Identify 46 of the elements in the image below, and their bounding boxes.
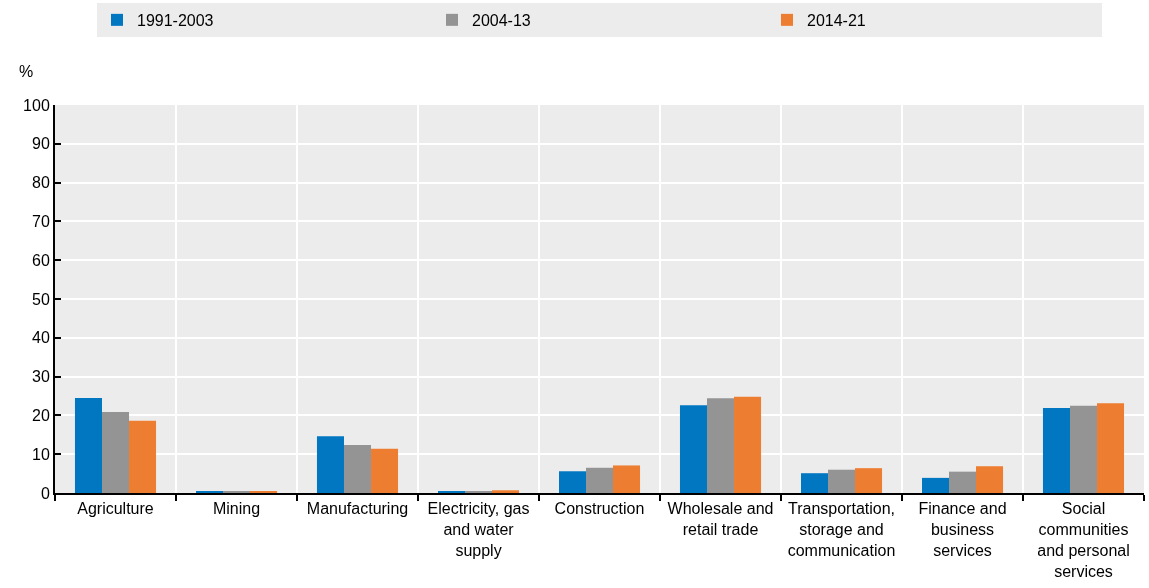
legend-label: 1991-2003: [137, 12, 214, 30]
legend-label: 2004-13: [472, 12, 531, 30]
bar: [371, 448, 399, 493]
x-tick-label: Agriculture: [77, 500, 154, 518]
bar: [613, 465, 641, 493]
bar: [585, 467, 614, 493]
bar: [101, 411, 130, 493]
x-tick-label: Finance and business services: [918, 500, 1007, 559]
y-tick-label: 40: [32, 329, 50, 347]
y-tick-label: 30: [32, 368, 50, 386]
x-tick-label: Electricity, gas and water supply: [427, 500, 530, 559]
y-tick-label: 10: [32, 445, 50, 463]
bar: [1069, 405, 1098, 493]
y-tick-label: 0: [40, 484, 50, 502]
bar: [1042, 408, 1070, 493]
bar: [129, 420, 157, 493]
bar: [1097, 403, 1125, 493]
x-tick-label: Mining: [212, 500, 261, 518]
bar: [679, 405, 707, 493]
bar: [558, 471, 586, 493]
bar: [855, 468, 883, 493]
y-tick-label: 100: [23, 96, 50, 114]
bar: [976, 466, 1004, 493]
y-tick-label: 60: [32, 251, 50, 269]
bar: [492, 490, 520, 493]
bar: [827, 469, 856, 493]
legend-label: 2014-21: [807, 12, 866, 30]
bar: [74, 397, 102, 493]
x-tick-label: Wholesale and retail trade: [667, 500, 774, 538]
bar: [706, 398, 735, 493]
bar: [921, 477, 949, 493]
y-tick-label: 50: [32, 290, 50, 308]
y-tick-label: 20: [32, 407, 50, 424]
y-tick-label: 80: [32, 174, 50, 192]
bar: [734, 396, 762, 493]
y-axis-title: %: [19, 63, 34, 80]
x-tick-label: Transportation, storage and communication: [787, 500, 896, 559]
bar: [316, 436, 344, 493]
x-tick-label: Construction: [554, 500, 645, 518]
bar: [800, 473, 828, 493]
y-tick-label: 70: [32, 213, 50, 230]
x-tick-label: Manufacturing: [306, 500, 409, 518]
bar: [343, 444, 372, 493]
y-tick-label: 90: [32, 135, 50, 153]
bar: [948, 471, 977, 493]
x-tick-label: Social communities and personal services: [1037, 500, 1130, 580]
